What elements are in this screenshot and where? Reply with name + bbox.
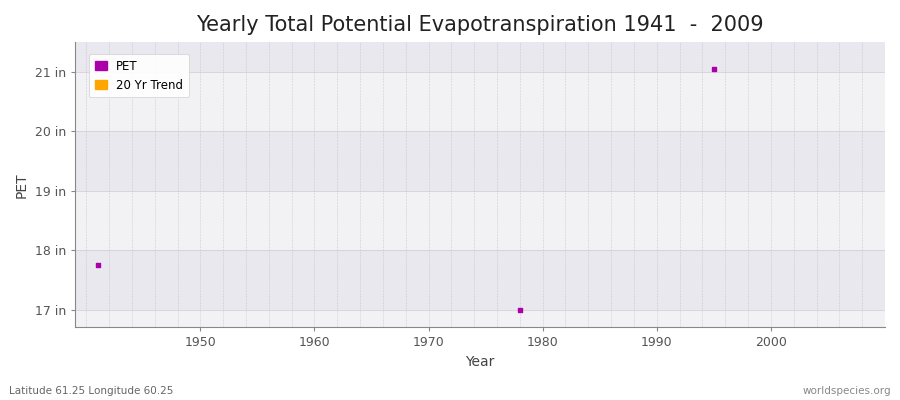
Point [91,262,105,268]
Point [513,306,527,313]
X-axis label: Year: Year [465,355,495,369]
Bar [75,42,885,72]
Title: Yearly Total Potential Evapotranspiration 1941  -  2009: Yearly Total Potential Evapotranspiratio… [196,15,764,35]
Text: Latitude 61.25 Longitude 60.25: Latitude 61.25 Longitude 60.25 [9,386,174,396]
Bar [75,72,885,131]
Text: worldspecies.org: worldspecies.org [803,386,891,396]
Bar [75,131,885,191]
Bar [75,310,885,328]
Bar [75,250,885,310]
Legend: PET, 20 Yr Trend: PET, 20 Yr Trend [89,54,189,98]
Bar [75,191,885,250]
Point [706,66,721,72]
Y-axis label: PET: PET [15,172,29,198]
